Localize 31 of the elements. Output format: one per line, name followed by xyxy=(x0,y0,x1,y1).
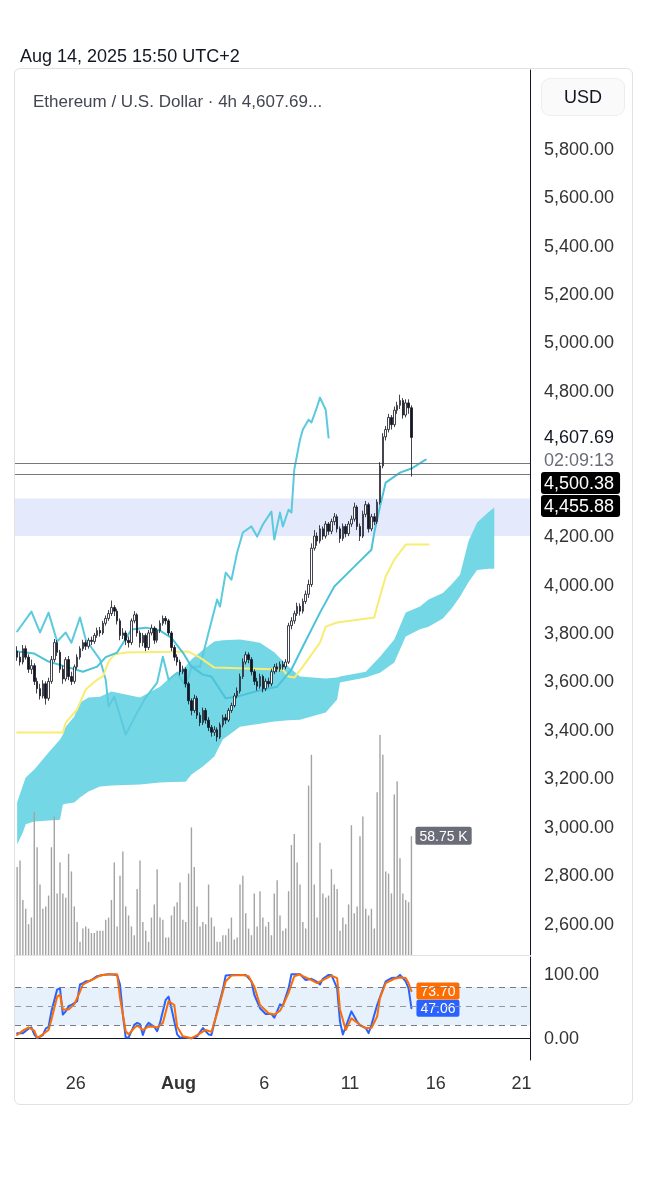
x-tick-label: Aug xyxy=(161,1073,197,1093)
x-tick-label: 6 xyxy=(259,1073,270,1093)
y-tick-label: 5,800.00 xyxy=(544,138,615,159)
text: Ethereum / U.S. Dollar · 4h 4,607.69... xyxy=(33,92,323,111)
y-tick-label: 5,200.00 xyxy=(544,283,615,304)
y-tick-label: 3,600.00 xyxy=(544,671,615,692)
ref-line-label: 4,455.88 xyxy=(544,495,615,516)
y-tick-label: 3,000.00 xyxy=(544,816,615,837)
y-tick-label: 3,400.00 xyxy=(544,719,615,740)
text: 02:09:13 xyxy=(544,449,615,470)
y-tick-label: 3,200.00 xyxy=(544,768,615,789)
text: 4,607.69 xyxy=(544,426,615,447)
x-tick-label: 26 xyxy=(65,1073,86,1093)
y-axis-title: USD xyxy=(564,87,603,107)
y-tick-label: 2,800.00 xyxy=(544,865,615,886)
y-tick-label: 5,600.00 xyxy=(544,187,615,208)
y-tick-label: 4,000.00 xyxy=(544,574,615,595)
y-tick-label: 100.00 xyxy=(544,964,600,985)
x-tick-label: 11 xyxy=(340,1073,360,1093)
chart-subtitle: Aug 14, 2025 15:50 UTC+2 xyxy=(20,46,240,66)
y-tick-label: 2,600.00 xyxy=(544,913,615,934)
y-tick-label: 3,800.00 xyxy=(544,622,615,643)
annotation: 58.75 K xyxy=(419,827,469,844)
ref-line-label: 4,500.38 xyxy=(544,472,615,493)
x-tick-label: 21 xyxy=(511,1073,532,1093)
x-tick-label: 16 xyxy=(425,1073,446,1093)
y-tick-label: 0.00 xyxy=(544,1028,580,1049)
y-tick-label: 4,800.00 xyxy=(544,380,615,401)
y-tick-label: 5,000.00 xyxy=(544,332,615,353)
y-tick-label: 5,400.00 xyxy=(544,235,615,256)
y-tick-label: 4,200.00 xyxy=(544,526,615,547)
